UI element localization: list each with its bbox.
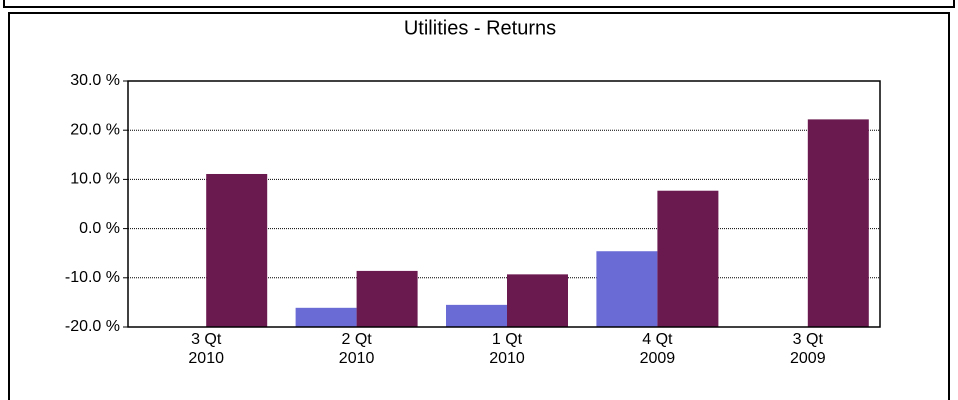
bar	[657, 190, 719, 327]
bar	[596, 251, 658, 327]
bar	[206, 173, 268, 327]
bar	[807, 119, 869, 327]
top-frame	[3, 0, 955, 8]
x-tick-label: 3 Qt 2009	[790, 331, 826, 367]
x-tick-label: 4 Qt 2009	[639, 331, 676, 367]
y-tick-label: 10.0 %	[70, 171, 120, 188]
bar	[446, 304, 507, 327]
chart-title: Utilities - Returns	[404, 17, 556, 39]
y-tick-label: -20.0 %	[65, 318, 120, 335]
bar	[295, 307, 357, 327]
x-tick-label: 1 Qt 2010	[489, 331, 525, 367]
y-tick-label: 0.0 %	[79, 220, 120, 237]
bar	[356, 270, 418, 327]
bar	[507, 274, 568, 327]
x-tick-label: 2 Qt 2010	[338, 331, 375, 367]
plot-border	[127, 80, 881, 328]
chart-frame	[8, 12, 950, 400]
y-tick-label: 20.0 %	[70, 121, 120, 138]
y-tick-label: 30.0 %	[70, 72, 120, 89]
y-tick-label: -10.0 %	[65, 269, 120, 286]
x-tick-label: 3 Qt 2010	[188, 331, 224, 367]
